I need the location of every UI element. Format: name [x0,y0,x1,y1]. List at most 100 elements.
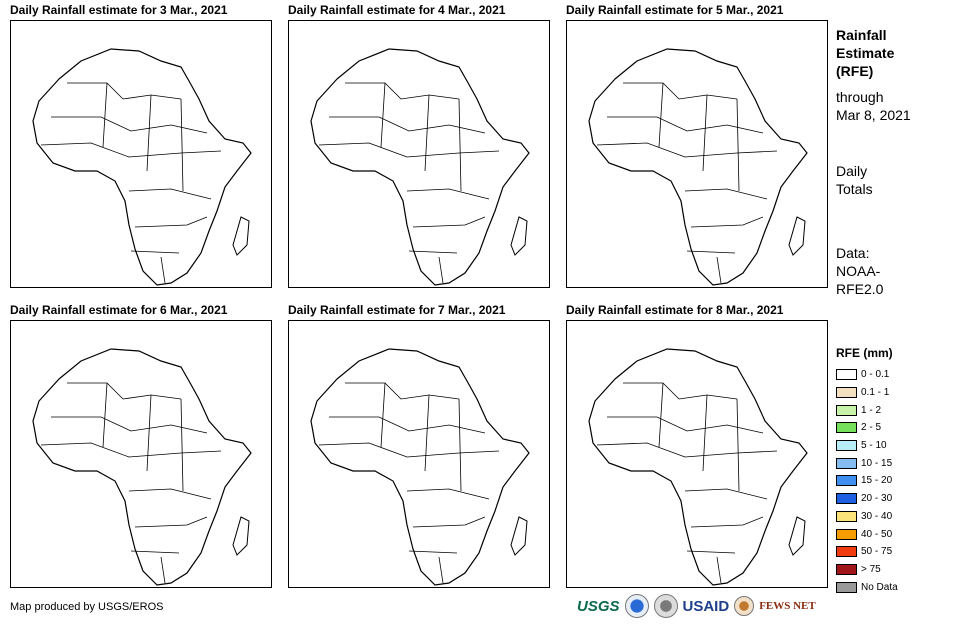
africa-outline-map [588,348,808,586]
country-border [380,382,462,492]
country-border [51,116,208,134]
through-date: through Mar 8, 2021 [836,88,911,124]
africa-outline-map [32,348,252,586]
legend-swatch [836,404,857,416]
legend-swatch [836,440,857,452]
legend-label: 2 - 5 [861,422,882,434]
legend-item: 1 - 2 [836,401,898,419]
country-border [408,250,458,284]
legend-item: 50 - 75 [836,543,898,561]
country-border [345,382,460,400]
legend-swatch [836,493,857,505]
data-line: NOAA- [836,263,881,279]
legend-label: 15 - 20 [861,475,893,487]
legend-item: 2 - 5 [836,419,898,437]
country-border [128,488,212,528]
through-value: Mar 8, 2021 [836,107,911,123]
coastline [310,48,530,286]
country-border [684,488,768,528]
africa-outline-map [588,48,808,286]
rainfall-map [566,320,828,588]
country-border [40,442,222,458]
legend-swatch [836,457,857,469]
panel-title: Daily Rainfall estimate for 7 Mar., 2021 [288,303,506,317]
map-panel-mar7: Daily Rainfall estimate for 7 Mar., 2021 [288,303,550,588]
country-border [607,116,764,134]
legend-item: 0 - 0.1 [836,366,898,384]
country-border [67,82,182,100]
country-border [128,188,212,228]
legend-item: 40 - 50 [836,525,898,543]
country-border [658,382,740,492]
rainfall-map [10,20,272,288]
panel-title: Daily Rainfall estimate for 5 Mar., 2021 [566,3,784,17]
africa-outline-map [310,348,530,586]
legend-item: 15 - 20 [836,472,898,490]
through-label: through [836,89,884,105]
legend-label: 20 - 30 [861,493,893,505]
rainfall-map [10,320,272,588]
legend-label: 10 - 15 [861,457,893,469]
legend-rows: 0 - 0.1 0.1 - 1 1 - 2 2 - 5 5 - 10 10 - 15 15 … [836,366,898,596]
usaid-logo: USAID [682,597,730,615]
legend-label: 0 - 0.1 [861,369,890,381]
legend-swatch [836,422,857,434]
country-border [329,116,486,134]
totals-line: Totals [836,181,873,197]
country-border [40,142,222,158]
country-border [623,382,738,400]
legend-item: 20 - 30 [836,490,898,508]
country-border [102,82,184,192]
madagascar-outline [510,216,528,256]
coastline [32,348,252,586]
legend-item: 30 - 40 [836,508,898,526]
rainfall-map [566,20,828,288]
country-border [329,416,486,434]
country-border [607,416,764,434]
legend-label: > 75 [861,563,881,575]
country-border [406,488,490,528]
legend-label: No Data [861,581,898,593]
legend-label: 50 - 75 [861,546,893,558]
panel-title: Daily Rainfall estimate for 6 Mar., 2021 [10,303,228,317]
panel-title: Daily Rainfall estimate for 3 Mar., 2021 [10,3,228,17]
agency-logos: USGS USAID FEWS NET [577,594,816,618]
totals-line: Daily [836,163,868,179]
legend-item: > 75 [836,561,898,579]
totals-note: Daily Totals [836,162,873,198]
country-border [686,250,736,284]
title-line: Estimate [836,45,895,61]
country-border [408,550,458,584]
country-border [596,442,778,458]
country-border [380,82,462,192]
coastline [310,348,530,586]
legend-swatch [836,528,857,540]
map-panel-mar6: Daily Rainfall estimate for 6 Mar., 2021 [10,303,272,588]
data-source: Data: NOAA- RFE2.0 [836,244,883,298]
legend-swatch [836,510,857,522]
coastline [588,48,808,286]
map-panel-mar4: Daily Rainfall estimate for 4 Mar., 2021 [288,3,550,288]
legend-label: 0.1 - 1 [861,387,890,399]
usgs-logo: USGS [577,597,620,615]
legend-label: 1 - 2 [861,404,882,416]
country-border [130,550,180,584]
country-border [130,250,180,284]
legend-label: 30 - 40 [861,510,893,522]
country-border [658,82,740,192]
rainfall-map [288,20,550,288]
legend-label: 5 - 10 [861,440,887,452]
legend-label: 40 - 50 [861,528,893,540]
legend-swatch [836,581,857,593]
country-border [318,442,500,458]
panel-title: Daily Rainfall estimate for 4 Mar., 2021 [288,3,506,17]
country-border [406,188,490,228]
legend-item: 0.1 - 1 [836,384,898,402]
country-border [345,82,460,100]
madagascar-outline [232,216,250,256]
legend-swatch [836,387,857,399]
country-border [684,188,768,228]
madagascar-outline [510,516,528,556]
doi-seal-logo [653,594,678,618]
map-panel-mar8: Daily Rainfall estimate for 8 Mar., 2021 [566,303,828,588]
